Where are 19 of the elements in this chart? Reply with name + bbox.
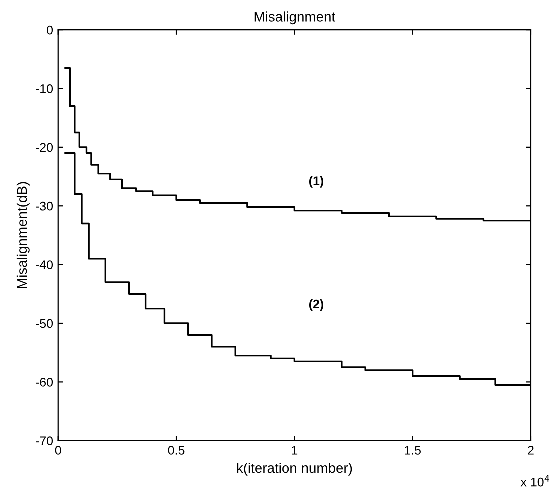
y-axis-title: Misalignment(dB)	[16, 182, 30, 288]
x-axis-title: k(iteration number)	[237, 462, 352, 476]
text: x 10$^{4}$	[520, 475, 550, 487]
y-tick-label: 0	[47, 26, 54, 35]
y-tick-label: -30	[36, 202, 54, 211]
x-tick-label: 0	[55, 446, 62, 455]
chart-title: Misalignment	[254, 12, 336, 25]
y-tick-label: -50	[36, 319, 54, 328]
y-tick-label: -60	[36, 378, 54, 387]
y-tick-label: -10	[36, 84, 54, 94]
y-tick-label: -40	[36, 260, 54, 270]
x-tick-label: 1	[292, 446, 298, 455]
y-tick-label: -20	[36, 143, 54, 152]
annotation: (1)	[309, 176, 324, 188]
x-tick-label: 0.5	[168, 446, 185, 455]
x-tick-label: 1.5	[405, 446, 421, 455]
x-tick-label: 2	[528, 446, 534, 455]
annotation: (2)	[309, 299, 324, 312]
y-tick-label: -70	[36, 436, 54, 446]
